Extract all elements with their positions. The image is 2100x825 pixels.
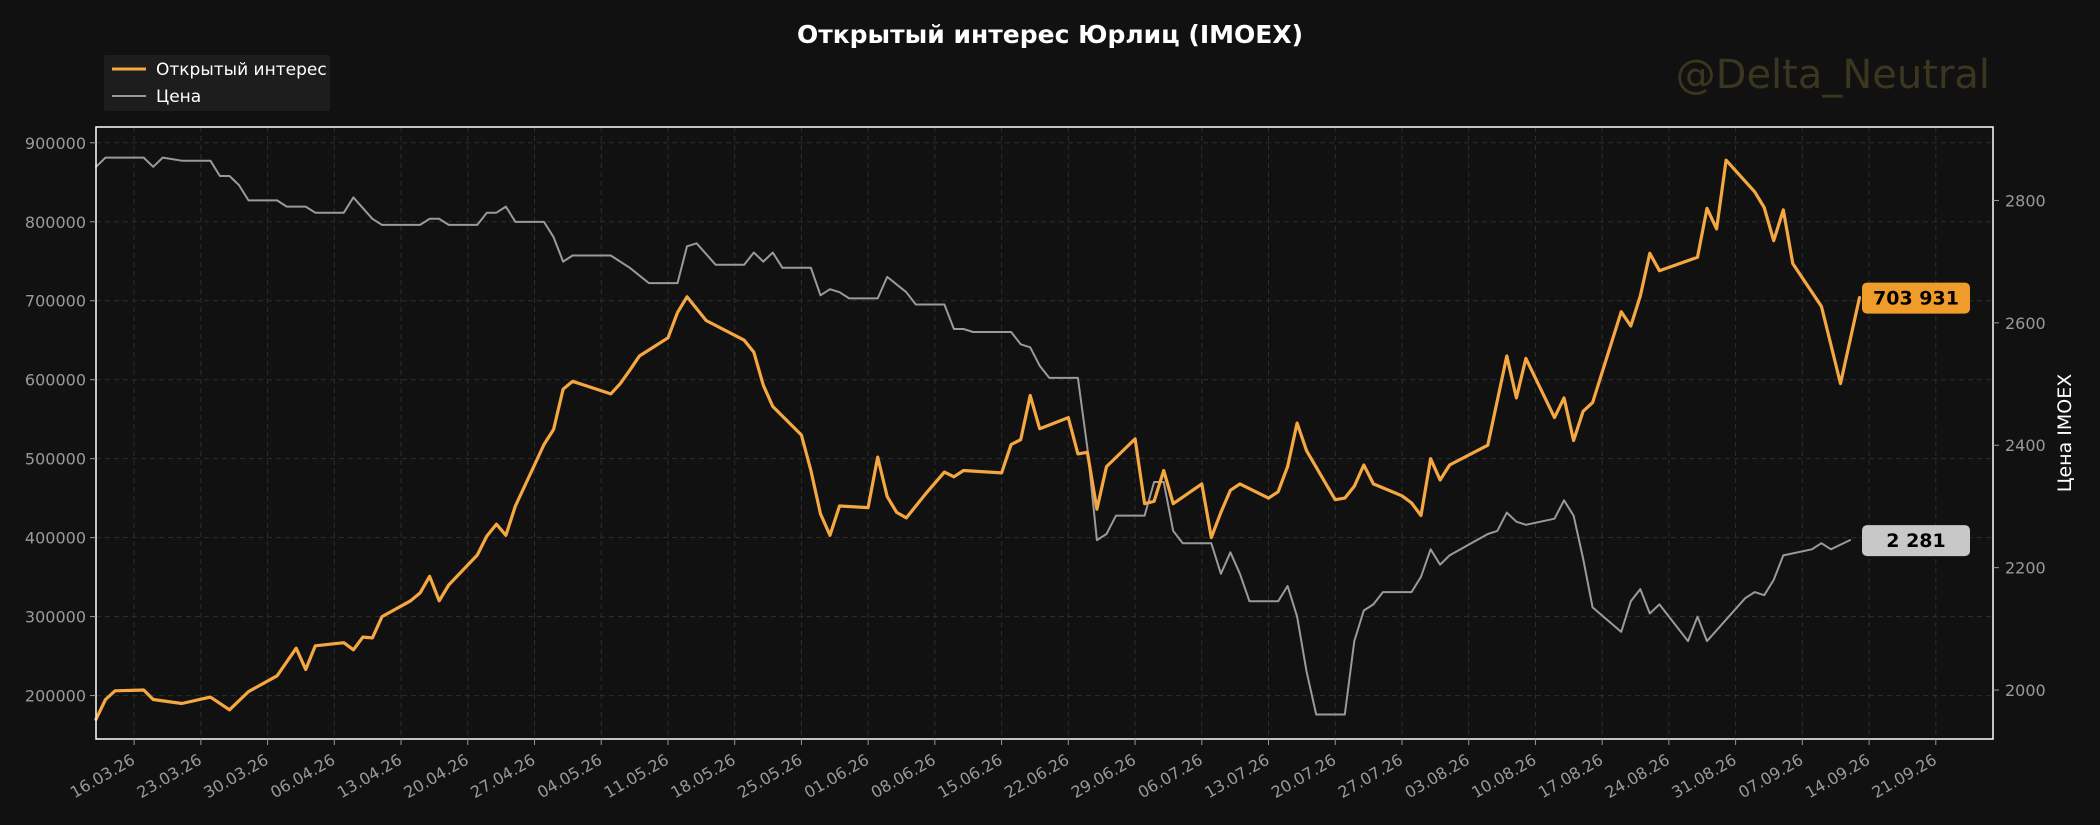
y-left-tick-label: 500000 <box>25 450 86 469</box>
y-right-axis: 2000 2200 2400 2600 2800 <box>1993 191 2046 700</box>
legend-label-price: Цена <box>156 87 201 107</box>
y-right-tick-label: 2200 <box>2005 559 2046 578</box>
y-left-tick-label: 900000 <box>25 134 86 153</box>
plot-frame <box>95 126 1994 740</box>
y-left-tick-label: 800000 <box>25 213 86 232</box>
y-right-tick-label: 2000 <box>2005 681 2046 700</box>
badge-label-price: 2 281 <box>1886 530 1946 552</box>
y-left-tick-label: 300000 <box>25 608 86 627</box>
y-right-tick-label: 2400 <box>2005 436 2046 455</box>
y-right-tick-label: 2800 <box>2005 191 2046 210</box>
watermark: @Delta_Neutral <box>1676 52 1990 98</box>
y-left-tick-label: 700000 <box>25 292 86 311</box>
series-lines <box>94 156 1862 721</box>
y-right-tick-label: 2600 <box>2005 314 2046 333</box>
y-right-axis-label: Цена IMOEX <box>2054 374 2076 493</box>
grid <box>96 127 1993 739</box>
series-line-oi <box>94 158 1862 721</box>
badge-price <box>1862 525 1970 557</box>
chart-title: Открытый интерес Юрлиц (IMOEX) <box>797 20 1303 49</box>
series-line-price <box>95 156 1851 716</box>
last-value-badges: 2 281 703 931 <box>1862 282 1970 557</box>
y-left-tick-label: 200000 <box>25 687 86 706</box>
y-left-tick-label: 400000 <box>25 529 86 548</box>
badge-oi <box>1862 282 1970 314</box>
legend: Открытый интерес Цена <box>104 55 330 111</box>
legend-box <box>104 55 330 111</box>
badge-label-oi: 703 931 <box>1873 288 1959 310</box>
legend-label-oi: Открытый интерес <box>156 60 327 80</box>
y-left-axis: 200000 300000 400000 500000 600000 700000 8000… <box>25 134 96 706</box>
y-left-tick-label: 600000 <box>25 371 86 390</box>
